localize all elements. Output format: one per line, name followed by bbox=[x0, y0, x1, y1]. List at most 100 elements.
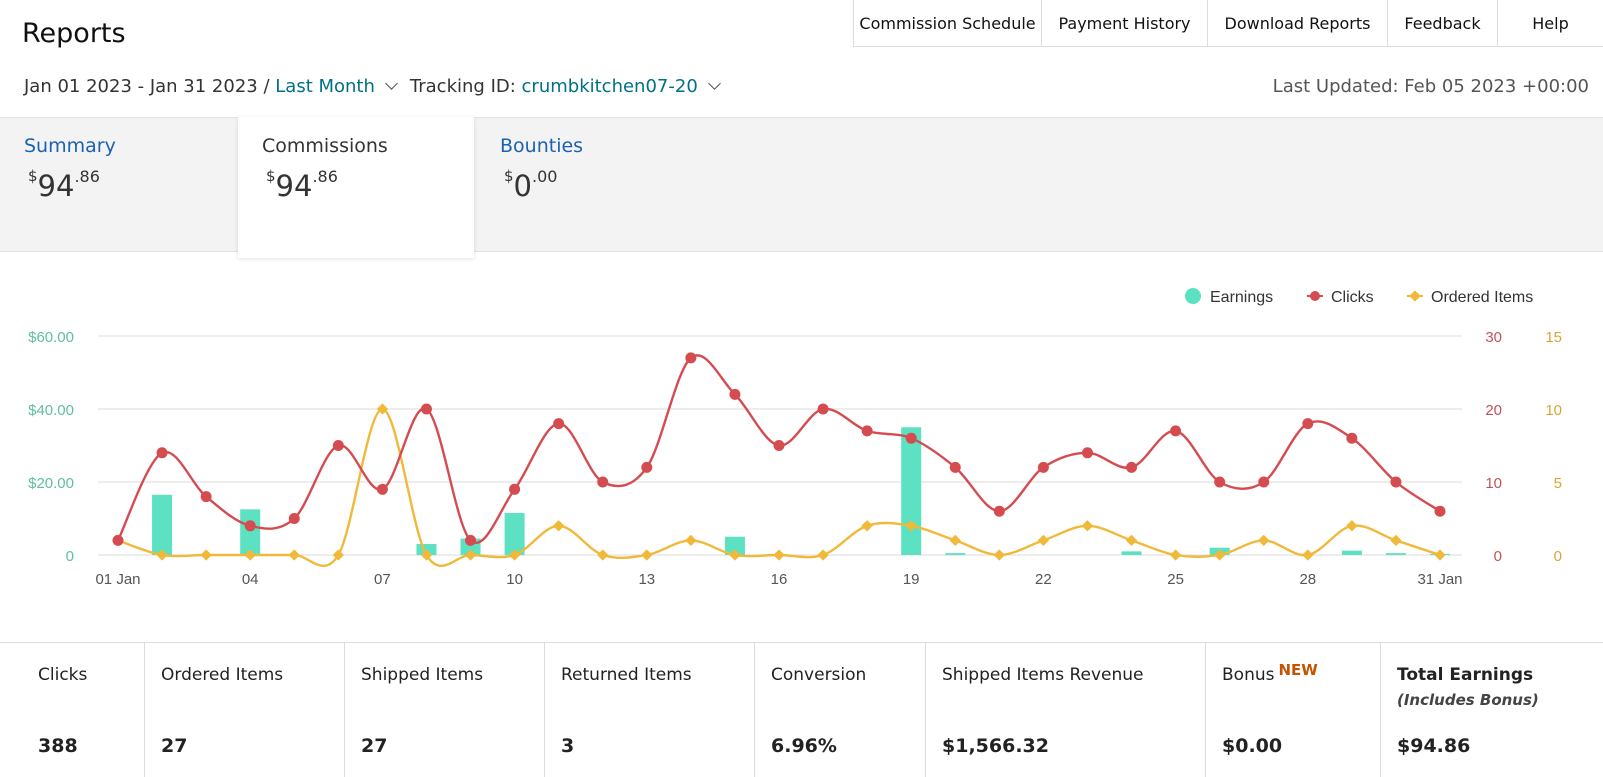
stat-label: Ordered Items bbox=[161, 665, 284, 685]
y-right-clicks-tick-label: 30 bbox=[1485, 329, 1502, 346]
ordered-items-point bbox=[641, 549, 653, 561]
payment-history-link[interactable]: Payment History bbox=[1042, 0, 1208, 47]
ordered-items-point bbox=[508, 549, 521, 561]
tab-bounties-label: Bounties bbox=[500, 135, 584, 157]
clicks-point bbox=[1037, 461, 1049, 473]
clicks-point bbox=[729, 388, 741, 400]
ordered-items-point bbox=[1390, 534, 1402, 547]
commission-schedule-link[interactable]: Commission Schedule bbox=[854, 0, 1042, 47]
earnings-bar bbox=[504, 513, 525, 555]
ordered-items-point bbox=[200, 549, 212, 561]
stat-bonus: Bonus NEW $0.00 bbox=[1206, 643, 1381, 777]
ordered-items-point bbox=[420, 549, 433, 561]
x-tick-label: 07 bbox=[374, 571, 391, 588]
ordered-items-point bbox=[1258, 534, 1270, 547]
tab-commissions-label: Commissions bbox=[262, 135, 388, 157]
period-select[interactable]: Last Month bbox=[275, 76, 375, 97]
x-tick-label: 10 bbox=[506, 571, 523, 588]
tab-summary[interactable]: Summary $ 94 .86 bbox=[0, 117, 238, 252]
amount-whole: 0 bbox=[513, 169, 532, 203]
clicks-point bbox=[1258, 476, 1270, 488]
x-tick-label: 19 bbox=[903, 571, 920, 588]
download-reports-link[interactable]: Download Reports bbox=[1208, 0, 1388, 47]
legend-items-label: Ordered Items bbox=[1431, 289, 1533, 306]
bonus-label: Bonus bbox=[1222, 665, 1275, 685]
feedback-link[interactable]: Feedback bbox=[1388, 0, 1498, 47]
clicks-point bbox=[817, 403, 829, 415]
ordered-items-point bbox=[949, 534, 961, 547]
chevron-down-icon[interactable] bbox=[385, 77, 398, 90]
clicks-point bbox=[1390, 476, 1402, 488]
earnings-bar bbox=[901, 427, 922, 555]
tracking-label: Tracking ID: bbox=[409, 76, 516, 97]
legend-items-marker bbox=[1409, 290, 1421, 302]
ordered-items-point bbox=[729, 549, 741, 561]
clicks-point bbox=[1170, 425, 1182, 437]
amount-whole: 94 bbox=[275, 169, 313, 203]
clicks-point bbox=[509, 483, 521, 495]
stat-clicks: Clicks 388 bbox=[0, 643, 145, 777]
y-left-tick-label: 0 bbox=[66, 548, 74, 565]
stat-label: Shipped Items bbox=[361, 665, 484, 685]
ordered-items-point bbox=[464, 549, 477, 561]
clicks-point bbox=[993, 505, 1005, 517]
date-range-label: Jan 01 2023 - Jan 31 2023 / bbox=[24, 76, 270, 97]
chevron-down-icon[interactable] bbox=[707, 77, 721, 90]
tab-summary-label: Summary bbox=[24, 135, 116, 157]
ordered-items-point bbox=[288, 549, 300, 561]
clicks-point bbox=[1346, 432, 1358, 444]
clicks-point bbox=[288, 513, 300, 524]
earnings-bar bbox=[152, 494, 173, 555]
help-link[interactable]: Help bbox=[1532, 14, 1569, 33]
x-tick-label: 25 bbox=[1167, 571, 1184, 588]
y-right-clicks-tick-label: 0 bbox=[1494, 548, 1502, 565]
stat-label: Conversion bbox=[771, 665, 867, 685]
stats-bar: Clicks 388 Ordered Items 27 Shipped Item… bbox=[0, 642, 1603, 777]
stat-value: 27 bbox=[161, 735, 188, 757]
currency-symbol: $ bbox=[504, 167, 514, 185]
clicks-point bbox=[156, 447, 168, 459]
ordered-items-point bbox=[685, 534, 697, 547]
ordered-items-point bbox=[1214, 549, 1226, 561]
stat-shipped-items-revenue: Shipped Items Revenue $1,566.32 bbox=[926, 643, 1206, 777]
amount-cents: .86 bbox=[312, 167, 338, 186]
ordered-items-point bbox=[553, 520, 565, 532]
ordered-items-point bbox=[597, 549, 609, 561]
stat-label: Clicks bbox=[38, 665, 88, 685]
x-tick-label: 31 Jan bbox=[1417, 571, 1462, 588]
amount-cents: .00 bbox=[532, 167, 558, 186]
y-left-tick-label: $40.00 bbox=[28, 402, 74, 419]
y-right-items-tick-label: 10 bbox=[1545, 402, 1562, 419]
ordered-items-point bbox=[1302, 549, 1314, 561]
tab-bounties[interactable]: Bounties $ 0 .00 bbox=[476, 117, 712, 252]
y-left-tick-label: $20.00 bbox=[28, 475, 74, 492]
ordered-items-point bbox=[1434, 549, 1446, 561]
stat-value: 27 bbox=[361, 735, 388, 757]
legend-earnings-marker bbox=[1185, 288, 1201, 304]
earnings-chart: 0 $20.00 $40.00 $60.00 0 10 20 30 0 5 10 15 01 Jan 04… bbox=[28, 288, 1562, 588]
currency-symbol: $ bbox=[28, 167, 38, 185]
earnings-bar bbox=[945, 553, 966, 555]
x-tick-label: 01 Jan bbox=[95, 571, 140, 588]
stat-label: Total Earnings bbox=[1397, 665, 1534, 685]
amount-whole: 94 bbox=[37, 169, 75, 203]
clicks-point bbox=[420, 403, 432, 415]
legend-clicks-label: Clicks bbox=[1331, 289, 1374, 306]
y-right-items-tick-label: 5 bbox=[1554, 475, 1562, 492]
clicks-point bbox=[1434, 505, 1446, 517]
ordered-items-point bbox=[1125, 534, 1138, 547]
x-tick-label: 04 bbox=[242, 571, 259, 588]
legend-earnings-label: Earnings bbox=[1210, 289, 1273, 306]
tab-commissions[interactable]: Commissions $ 94 .86 bbox=[238, 117, 474, 258]
clicks-point bbox=[861, 425, 873, 437]
stat-value: $94.86 bbox=[1397, 735, 1471, 757]
ordered-items-point bbox=[861, 520, 873, 532]
ordered-items-point bbox=[817, 549, 829, 561]
ordered-items-point bbox=[376, 403, 389, 415]
tracking-id-select[interactable]: crumbkitchen07-20 bbox=[521, 76, 698, 97]
clicks-point bbox=[773, 440, 785, 451]
new-badge: NEW bbox=[1278, 661, 1318, 679]
earnings-bar bbox=[1121, 551, 1142, 555]
clicks-point bbox=[597, 476, 609, 488]
stat-value: $0.00 bbox=[1222, 735, 1283, 757]
